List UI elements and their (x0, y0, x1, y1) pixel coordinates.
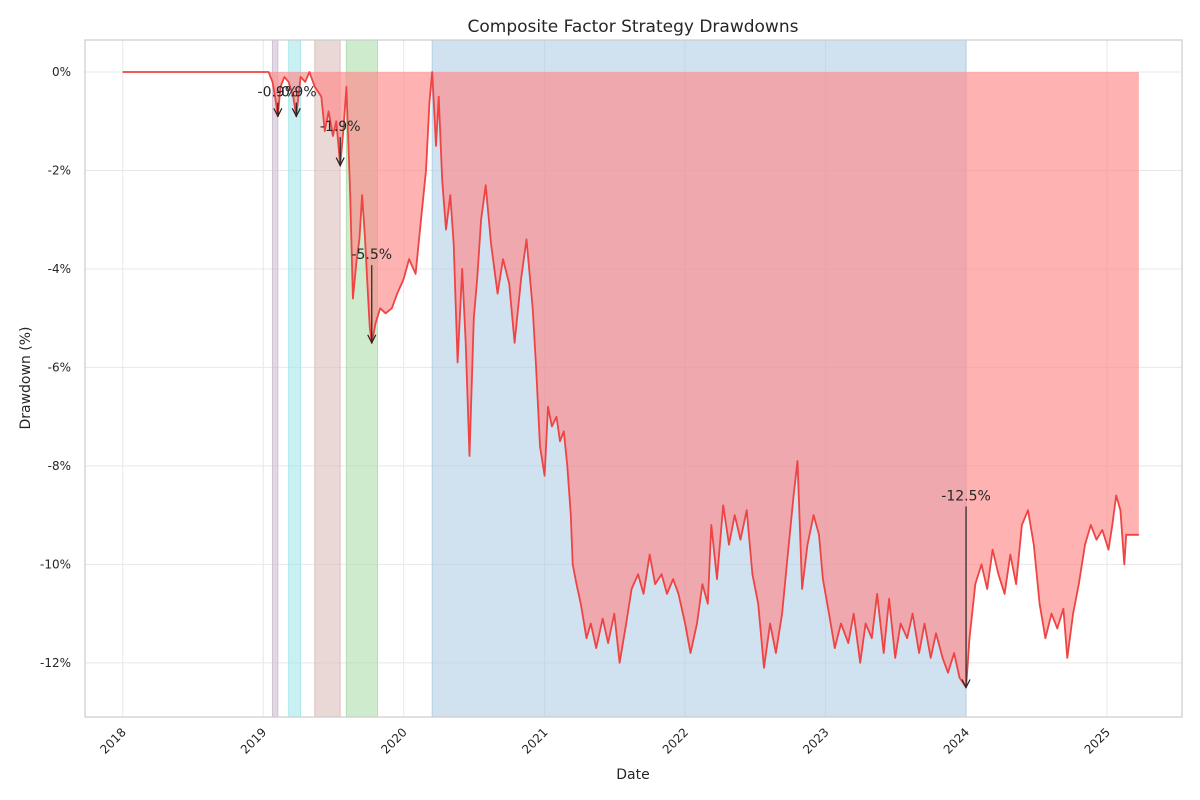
y-tick-label: -6% (48, 360, 71, 374)
annotation-label: -5.5% (351, 247, 392, 263)
x-axis-label: Date (616, 767, 649, 783)
drawdown-line (122, 71, 1139, 689)
annotation-label: -12.5% (941, 488, 991, 504)
drawdown-period (314, 39, 341, 718)
x-tick-label: 2021 (519, 725, 550, 756)
y-axis-label: Drawdown (%) (18, 326, 34, 429)
x-tick-label: 2019 (238, 725, 269, 756)
annotation-label: -0.9% (258, 85, 299, 101)
drawdown-area (122, 72, 1139, 688)
x-tick-label: 2020 (378, 725, 409, 756)
x-tick-label: 2024 (941, 725, 972, 756)
drawdown-line-layer (122, 71, 1139, 689)
x-tick-label: 2022 (660, 725, 691, 756)
x-tick-label: 2018 (97, 725, 128, 756)
drawdown-area-layer (122, 72, 1139, 688)
chart-title: Composite Factor Strategy Drawdowns (468, 17, 799, 37)
y-tick-label: -2% (48, 163, 71, 177)
x-tick-label: 2025 (1082, 725, 1113, 756)
annotation-label: -0.9% (276, 85, 317, 101)
x-tick-label: 2023 (800, 725, 831, 756)
y-tick-label: -12% (40, 656, 71, 670)
annotation-arrowhead (367, 334, 377, 345)
y-tick-label: 0% (52, 65, 71, 79)
plot-frame (84, 39, 1183, 718)
drawdown-period (271, 39, 279, 718)
drawdown-period (288, 39, 302, 718)
y-tick-label: -10% (40, 557, 71, 571)
annotation-arrowhead (961, 679, 971, 689)
annotations: -0.9%-0.9% -1.9% -5.5% -12.5% (258, 85, 991, 689)
annotation-arrowhead (335, 157, 345, 167)
annotation-label: -1.9% (320, 119, 361, 135)
y-tick-label: -8% (48, 459, 71, 473)
annotation-arrowhead (291, 108, 301, 118)
y-tick-label: -4% (48, 262, 71, 276)
annotation-arrowhead (273, 108, 283, 118)
